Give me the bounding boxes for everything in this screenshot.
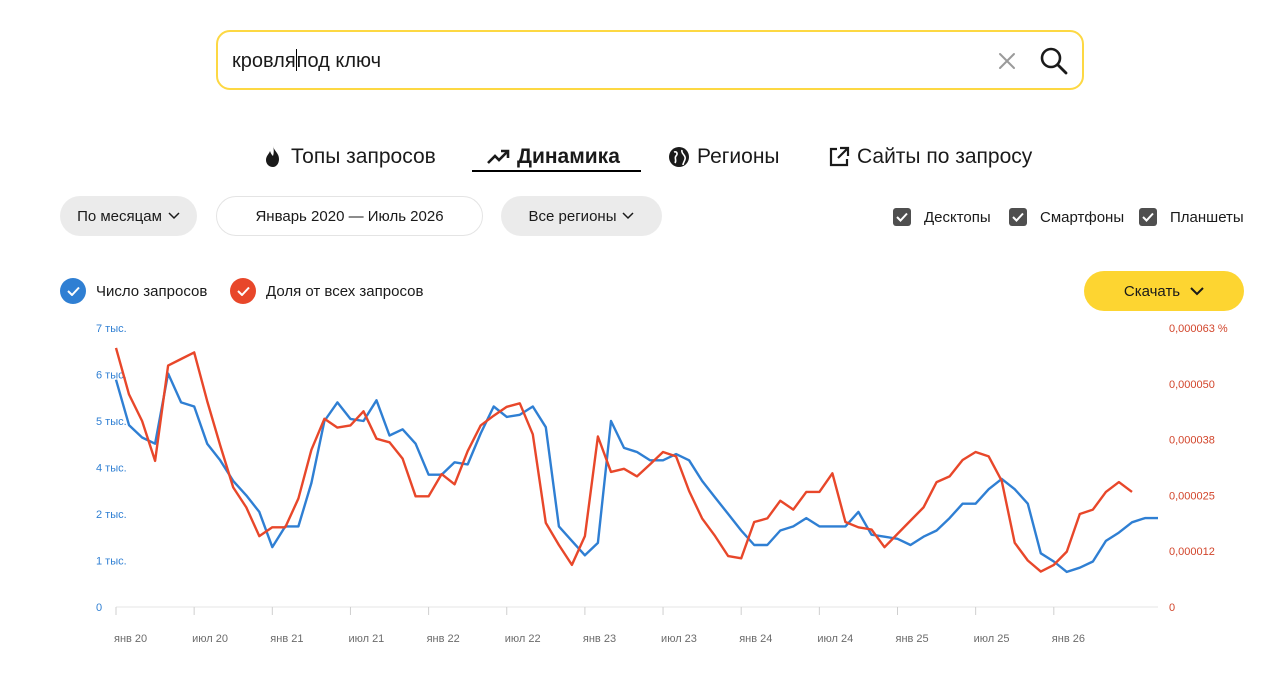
search-input[interactable]: кровляпод ключ xyxy=(232,49,381,73)
y-axis-left: 0 1 тыс. 2 тыс. 4 тыс. 5 тыс. 6 тыс. 7 тыс. xyxy=(96,323,127,614)
series-share-line xyxy=(114,347,1133,573)
tab-regions[interactable]: Регионы xyxy=(668,140,780,174)
device-desktop-checkbox[interactable]: Десктопы xyxy=(893,208,991,226)
x-tick-label: июл 24 xyxy=(817,633,853,645)
active-tab-underline xyxy=(472,170,641,172)
chevron-down-icon xyxy=(622,212,635,220)
region-label: Все регионы xyxy=(528,207,617,225)
search-box[interactable]: кровляпод ключ xyxy=(216,30,1084,90)
x-tick-label: июл 20 xyxy=(192,633,228,645)
y-left-tick-label: 2 тыс. xyxy=(96,509,127,521)
y-right-tick-label: 0,000012 xyxy=(1169,546,1215,558)
tab-tops[interactable]: Топы запросов xyxy=(262,140,436,174)
chevron-down-icon xyxy=(1190,286,1204,295)
x-tick-label: июл 25 xyxy=(974,633,1010,645)
tab-label: Топы запросов xyxy=(291,145,436,168)
tab-sites[interactable]: Сайты по запросу xyxy=(828,140,1032,174)
external-link-icon xyxy=(829,146,850,167)
device-label: Десктопы xyxy=(924,208,991,226)
x-tick-label: янв 23 xyxy=(583,633,616,645)
checkbox-checked-icon xyxy=(893,208,911,226)
x-tick-label: июл 23 xyxy=(661,633,697,645)
search-text-after-caret: под ключ xyxy=(296,50,382,72)
globe-icon xyxy=(669,147,689,167)
x-tick-label: янв 21 xyxy=(270,633,303,645)
y-left-tick-label: 1 тыс. xyxy=(96,556,127,568)
x-tick-label: янв 24 xyxy=(739,633,772,645)
y-right-tick-label: 0,000063 % xyxy=(1169,323,1228,335)
text-caret xyxy=(295,49,297,71)
x-tick-label: июл 22 xyxy=(505,633,541,645)
tab-dynamics[interactable]: Динамика xyxy=(486,140,620,174)
check-icon xyxy=(230,278,256,304)
y-axis-right: 0 0,000012 0,000025 0,000038 0,000050 0,00006… xyxy=(1169,323,1228,614)
search-icon[interactable] xyxy=(1038,45,1070,77)
download-label: Скачать xyxy=(1123,282,1181,300)
region-select[interactable]: Все регионы xyxy=(501,196,662,236)
x-tick-label: июл 21 xyxy=(348,633,384,645)
chevron-down-icon xyxy=(168,212,180,220)
legend-count-label: Число запросов xyxy=(96,282,208,300)
tabs-bar: Топы запросов Динамика Регионы Сайты по … xyxy=(0,140,1280,176)
dynamics-chart: 01 тыс.2 тыс.4 тыс.5 тыс.6 тыс.7 тыс. 00… xyxy=(96,323,1228,645)
y-right-tick-label: 0,000038 xyxy=(1169,435,1215,447)
y-left-tick-label: 5 тыс. xyxy=(96,416,127,428)
period-label: По месяцам xyxy=(77,207,162,225)
period-select[interactable]: По месяцам xyxy=(60,196,197,236)
date-range-picker[interactable]: Январь 2020 — Июль 2026 xyxy=(216,196,483,236)
x-tick-label: янв 20 xyxy=(114,633,147,645)
series-count-line xyxy=(114,372,1158,574)
checkbox-checked-icon xyxy=(1009,208,1027,226)
legend-count-toggle[interactable]: Число запросов xyxy=(60,278,207,304)
check-icon xyxy=(60,278,86,304)
y-right-tick-label: 0,000050 xyxy=(1169,379,1215,391)
x-tick-label: янв 25 xyxy=(896,633,929,645)
y-left-tick-label: 4 тыс. xyxy=(96,463,127,475)
fire-icon xyxy=(266,146,279,167)
device-label: Смартфоны xyxy=(1040,208,1125,226)
x-tick-label: янв 22 xyxy=(427,633,460,645)
date-range-label: Январь 2020 — Июль 2026 xyxy=(255,207,444,225)
x-tick-label: янв 26 xyxy=(1052,633,1085,645)
legend-share-toggle[interactable]: Доля от всех запросов xyxy=(230,278,423,304)
device-tablet-checkbox[interactable]: Планшеты xyxy=(1139,208,1244,226)
tab-label: Сайты по запросу xyxy=(857,145,1033,168)
checkbox-checked-icon xyxy=(1139,208,1157,226)
download-button[interactable]: Скачать xyxy=(1084,271,1244,311)
tab-label: Регионы xyxy=(697,145,780,168)
tab-label: Динамика xyxy=(517,145,620,168)
search-text-before-caret: кровля xyxy=(232,50,296,72)
legend-share-label: Доля от всех запросов xyxy=(266,282,424,300)
trend-icon xyxy=(487,149,510,164)
close-icon[interactable] xyxy=(996,50,1018,72)
x-axis: янв 20 июл 20 янв 21 июл 21 янв 22 июл 22 янв … xyxy=(114,606,1158,645)
device-label: Планшеты xyxy=(1170,208,1244,226)
y-right-tick-label: 0,000025 xyxy=(1169,490,1215,502)
series-lines xyxy=(114,347,1158,574)
y-right-tick-label: 0 xyxy=(1169,602,1175,614)
y-left-tick-label: 6 тыс. xyxy=(96,370,127,382)
y-left-tick-label: 0 xyxy=(96,602,102,614)
y-left-tick-label: 7 тыс. xyxy=(96,323,127,335)
device-smartphone-checkbox[interactable]: Смартфоны xyxy=(1009,208,1124,226)
